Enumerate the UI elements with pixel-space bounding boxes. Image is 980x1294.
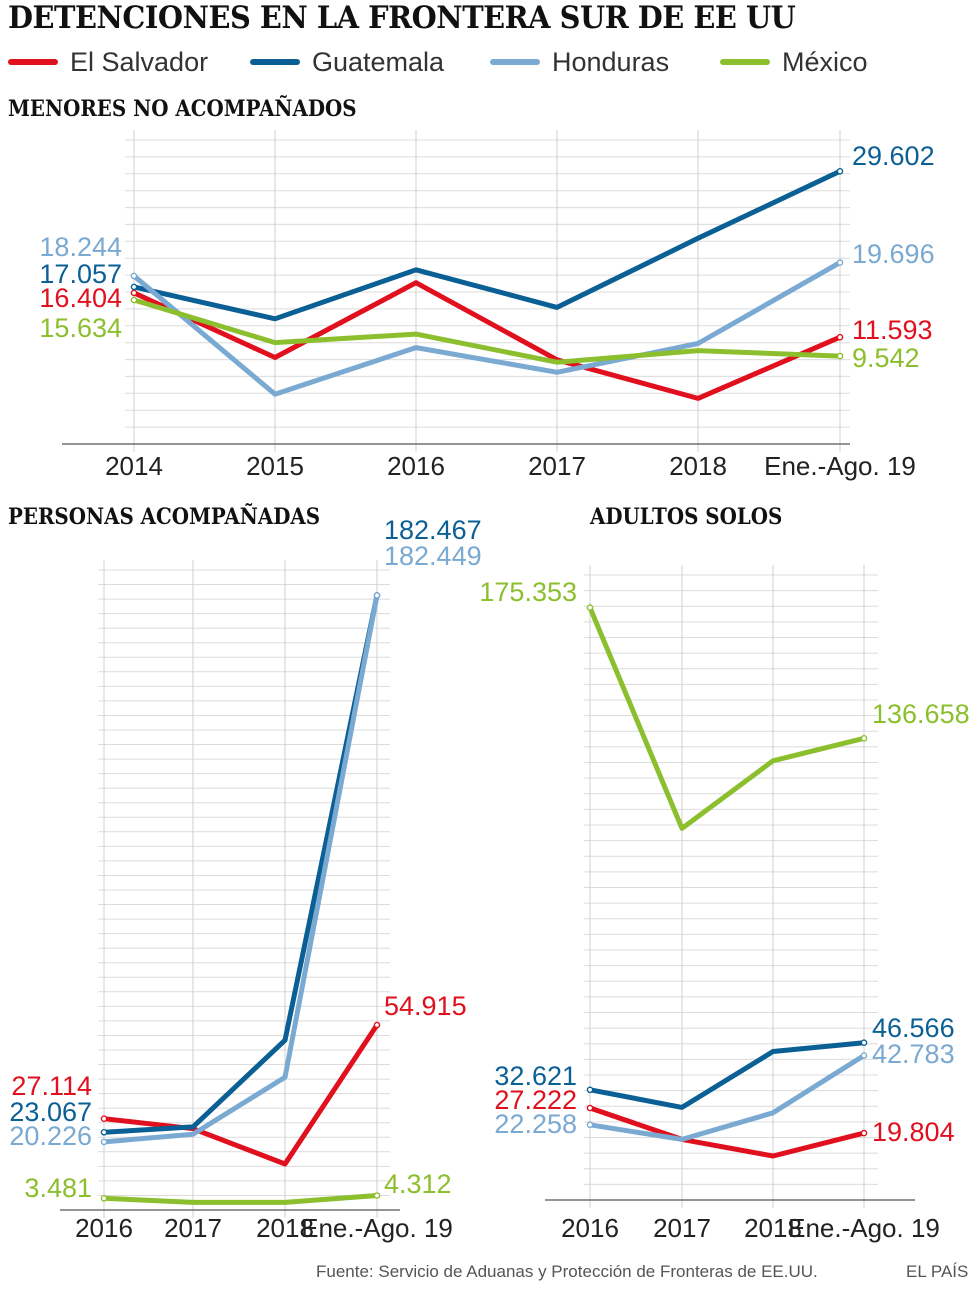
- series-line-guatemala: [101, 592, 380, 1135]
- data-label-guatemala-end: 182.467: [384, 515, 482, 545]
- legend-label: Honduras: [552, 46, 670, 77]
- point-marker-guatemala: [860, 1039, 868, 1046]
- source-note: Fuente: Servicio de Aduanas y Protección…: [316, 1262, 818, 1281]
- legend-item-guatemala: Guatemala: [250, 44, 444, 80]
- point-marker-mexico: [373, 1192, 381, 1199]
- point-marker-honduras: [860, 1052, 868, 1059]
- data-label-el-salvador-end: 11.593: [852, 315, 933, 345]
- section-title-personas: PERSONAS ACOMPAÑADAS: [8, 504, 321, 530]
- point-marker-honduras: [836, 259, 844, 266]
- data-label-el-salvador-end: 54.915: [384, 991, 467, 1021]
- x-tick-label: 2016: [387, 451, 445, 481]
- x-tick-label: Ene.-Ago. 19: [788, 1213, 940, 1243]
- point-marker-el-salvador: [836, 333, 844, 341]
- data-label-mexico-start: 175.353: [479, 577, 577, 607]
- point-marker-mexico: [836, 352, 844, 360]
- point-marker-mexico: [130, 296, 138, 304]
- legend-item-el-salvador: El Salvador: [8, 44, 208, 80]
- data-label-honduras-end: 42.783: [872, 1039, 955, 1069]
- series-line-el-salvador: [101, 1022, 380, 1167]
- x-tick-label: 2018: [256, 1213, 314, 1243]
- point-marker-mexico: [586, 604, 594, 611]
- series-line-mexico: [131, 297, 843, 365]
- legend-label: Guatemala: [312, 46, 445, 77]
- x-tick-label: 2016: [75, 1213, 133, 1243]
- point-marker-guatemala: [586, 1086, 594, 1094]
- section-title-menores: MENORES NO ACOMPAÑADOS: [8, 96, 357, 122]
- data-label-mexico-start: 3.481: [24, 1173, 92, 1203]
- chart-title: DETENCIONES EN LA FRONTERA SUR DE EE UU: [8, 0, 796, 36]
- data-label-el-salvador-start: 27.114: [11, 1071, 92, 1101]
- data-label-el-salvador-start: 16.404: [39, 283, 122, 313]
- legend-label: El Salvador: [70, 46, 209, 77]
- point-marker-el-salvador: [130, 289, 138, 297]
- point-marker-mexico: [100, 1195, 108, 1202]
- legend-item-honduras: Honduras: [490, 44, 669, 80]
- data-label-honduras-end: 19.696: [852, 239, 935, 269]
- point-marker-mexico: [860, 735, 868, 742]
- data-label-guatemala-start: 17.057: [39, 259, 122, 289]
- section-title-adultos: ADULTOS SOLOS: [590, 504, 783, 530]
- series-line-el-salvador: [131, 280, 843, 401]
- brand-logo: EL PAÍS: [906, 1262, 969, 1281]
- point-marker-honduras: [373, 592, 381, 599]
- series-line-mexico: [101, 1193, 380, 1205]
- series-line-el-salvador: [587, 1105, 867, 1159]
- data-label-honduras-end: 182.449: [384, 541, 482, 571]
- x-tick-label: 2017: [653, 1213, 711, 1243]
- series-line-guatemala: [131, 168, 843, 322]
- x-tick-label: 2017: [528, 451, 586, 481]
- point-marker-el-salvador: [373, 1021, 381, 1029]
- legend-swatch-mexico: [720, 59, 770, 65]
- point-marker-guatemala: [100, 1129, 108, 1136]
- data-label-guatemala-end: 29.602: [852, 141, 935, 171]
- x-tick-label: Ene.-Ago. 19: [301, 1213, 453, 1243]
- data-label-mexico-start: 15.634: [39, 313, 122, 343]
- x-tick-label: 2018: [744, 1213, 802, 1243]
- data-label-honduras-start: 22.258: [494, 1109, 577, 1139]
- x-tick-label: 2018: [669, 451, 727, 481]
- x-tick-label: 2014: [105, 451, 163, 481]
- point-marker-el-salvador: [860, 1129, 868, 1137]
- legend-label: México: [782, 46, 868, 77]
- data-label-honduras-start: 20.226: [9, 1121, 92, 1151]
- series-line-honduras: [101, 592, 380, 1145]
- point-marker-honduras: [100, 1138, 108, 1146]
- legend-swatch-el-salvador: [8, 59, 58, 65]
- x-tick-label: 2017: [164, 1213, 222, 1243]
- x-tick-label: Ene.-Ago. 19: [764, 451, 916, 481]
- legend-item-mexico: México: [720, 44, 868, 80]
- series-line-guatemala: [587, 1040, 867, 1110]
- data-label-guatemala-start: 23.067: [9, 1097, 92, 1127]
- point-marker-el-salvador: [100, 1115, 108, 1122]
- point-marker-el-salvador: [586, 1104, 594, 1112]
- series-line-mexico: [587, 605, 867, 831]
- legend: El Salvador Guatemala Honduras México: [8, 44, 978, 80]
- series-line-honduras: [587, 1053, 867, 1142]
- data-label-mexico-end: 9.542: [852, 343, 920, 373]
- point-marker-guatemala: [130, 283, 138, 291]
- legend-swatch-honduras: [490, 59, 540, 65]
- data-label-honduras-start: 18.244: [39, 232, 122, 262]
- data-label-el-salvador-end: 19.804: [872, 1117, 955, 1147]
- data-label-guatemala-start: 32.621: [494, 1061, 577, 1091]
- data-label-el-salvador-start: 27.222: [494, 1085, 577, 1115]
- legend-swatch-guatemala: [250, 59, 300, 65]
- data-label-mexico-end: 4.312: [384, 1169, 452, 1199]
- data-label-guatemala-end: 46.566: [872, 1013, 955, 1043]
- x-tick-label: 2016: [561, 1213, 619, 1243]
- data-label-mexico-end: 136.658: [872, 699, 970, 729]
- x-tick-label: 2015: [246, 451, 304, 481]
- point-marker-guatemala: [836, 167, 844, 175]
- point-marker-honduras: [586, 1121, 594, 1129]
- series-line-honduras: [131, 260, 843, 397]
- point-marker-honduras: [130, 272, 138, 280]
